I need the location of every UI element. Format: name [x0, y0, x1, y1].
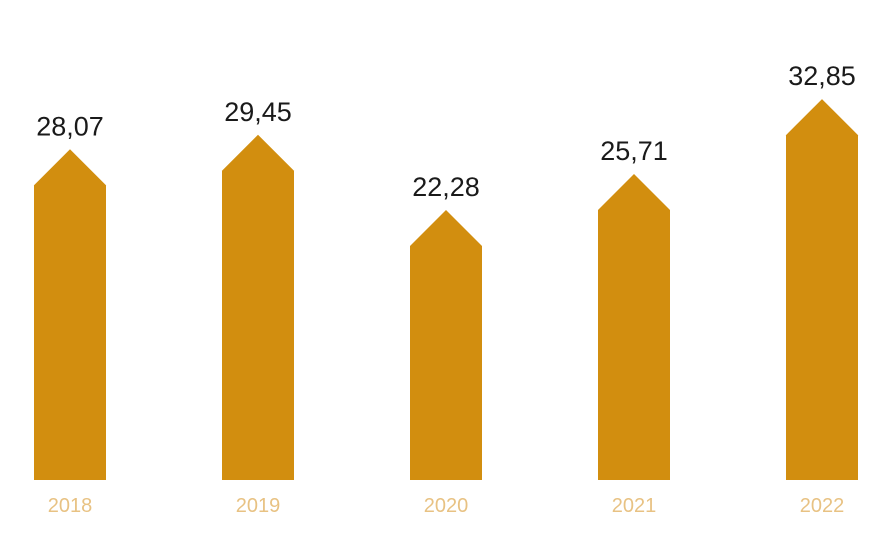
bar-2020	[410, 210, 482, 480]
value-label-2018: 28,07	[36, 111, 104, 141]
value-label-2020: 22,28	[412, 172, 480, 202]
bar-2022	[786, 99, 858, 480]
value-labels-group: 28,07 29,45 22,28 25,71 32,85	[36, 61, 856, 202]
x-tick-label-2021: 2021	[612, 495, 657, 517]
bar-2018	[34, 149, 106, 480]
x-tick-label-2018: 2018	[48, 495, 93, 517]
value-label-2022: 32,85	[788, 61, 856, 91]
x-tick-labels-group: 2018 2019 2020 2021 2022	[48, 495, 845, 517]
x-tick-label-2022: 2022	[800, 495, 845, 517]
x-tick-label-2019: 2019	[236, 495, 281, 517]
value-label-2019: 29,45	[224, 97, 292, 127]
x-tick-label-2020: 2020	[424, 495, 469, 517]
bar-2021	[598, 174, 670, 481]
value-label-2021: 25,71	[600, 136, 668, 166]
bar-2019	[222, 134, 294, 480]
bars-group	[34, 99, 858, 481]
